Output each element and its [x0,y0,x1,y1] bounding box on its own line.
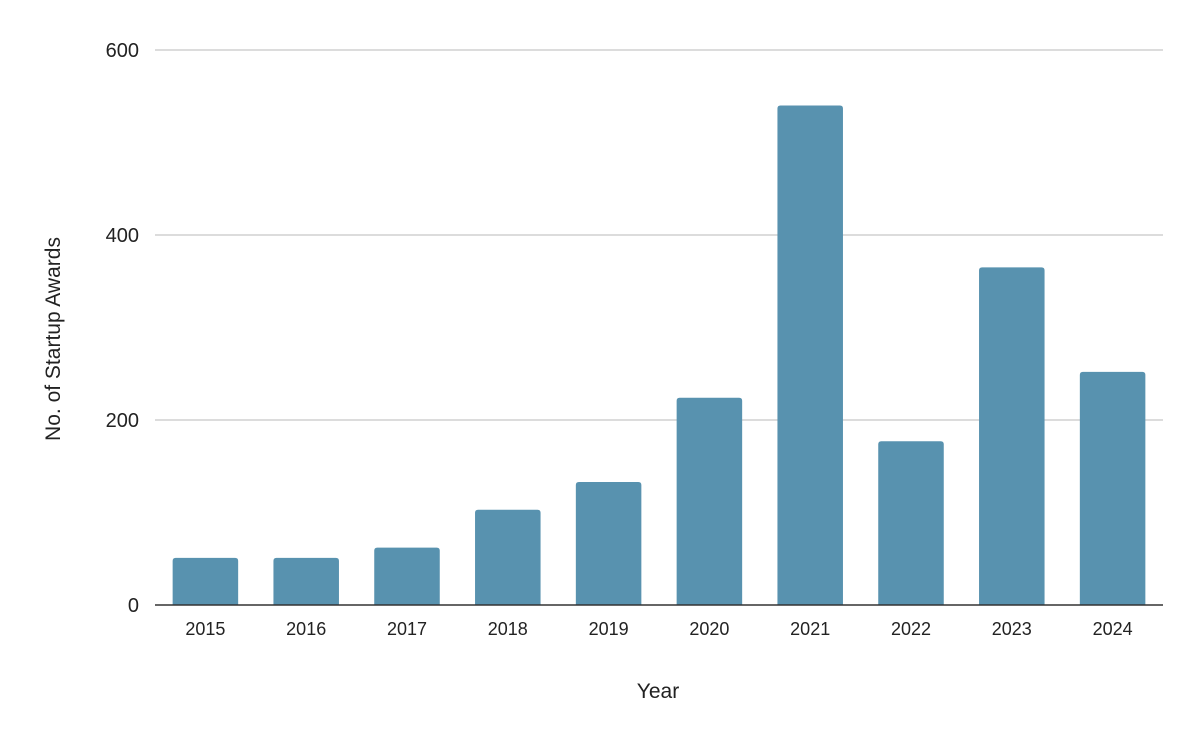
x-axis-ticks: 2015 2016 2017 2018 2019 2020 2021 2022 2023 2024 [185,619,1132,639]
bar-2019 [575,481,642,605]
x-tick-label: 2024 [1093,619,1133,639]
bars [172,105,1146,605]
bar-2022 [878,441,944,605]
bar-2024 [1079,371,1146,605]
x-tick-label: 2021 [790,619,830,639]
y-tick-label: 400 [106,225,139,247]
bar-2018 [475,509,541,605]
x-axis-title: Year [637,680,679,703]
y-tick-label: 200 [106,410,139,432]
x-tick-label: 2016 [286,619,326,639]
x-tick-label: 2017 [387,619,427,639]
bar-2023 [979,267,1045,605]
x-tick-label: 2018 [488,619,528,639]
x-tick-label: 2023 [992,619,1032,639]
y-tick-label: 0 [128,595,139,617]
bar-2015 [172,557,239,605]
x-tick-label: 2020 [689,619,729,639]
x-tick-label: 2015 [185,619,225,639]
bar-2021 [777,105,843,605]
y-axis-ticks: 0 200 400 600 [106,40,139,617]
y-tick-label: 600 [106,40,139,62]
bar-2020 [676,397,743,605]
bar-2017 [374,547,440,605]
bar-2016 [273,557,339,605]
x-tick-label: 2022 [891,619,931,639]
y-axis-title: No. of Startup Awards [42,237,65,441]
x-tick-label: 2019 [589,619,629,639]
